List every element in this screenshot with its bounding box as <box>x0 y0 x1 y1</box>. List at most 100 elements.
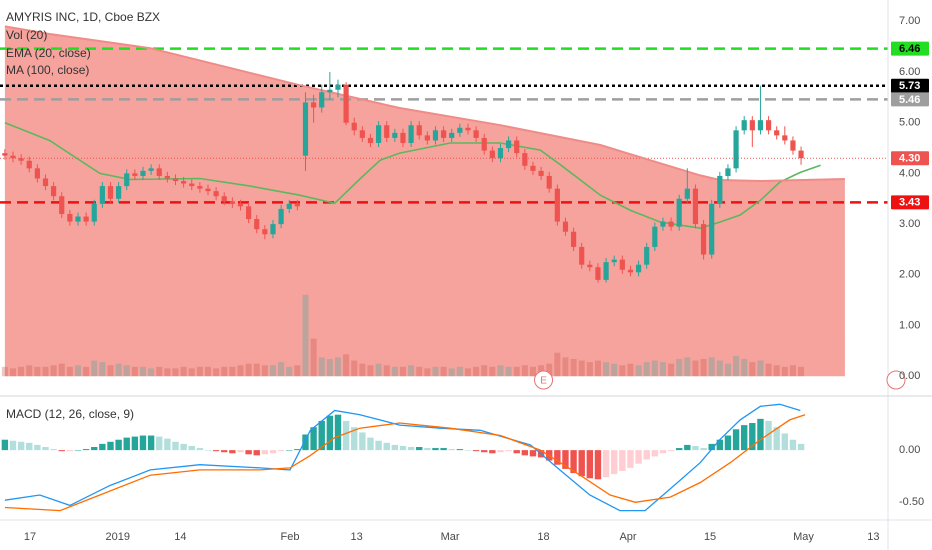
candle-body <box>148 168 154 171</box>
x-tick-label: 15 <box>704 531 716 543</box>
macd-histogram-bar <box>9 440 17 451</box>
candle-body <box>522 153 528 166</box>
candle-body <box>262 229 268 235</box>
candle-body <box>99 186 105 204</box>
volume-bar <box>529 366 536 377</box>
candle-body <box>254 219 260 230</box>
macd-histogram-bar <box>261 450 269 455</box>
macd-histogram-bar <box>667 450 675 452</box>
plot-layer: E <box>0 25 888 512</box>
volume-bar <box>716 360 723 377</box>
candle-body <box>684 188 690 199</box>
candle-body <box>757 120 764 131</box>
macd-histogram-bar <box>359 432 366 451</box>
volume-bar <box>570 358 577 377</box>
candle-body <box>246 206 252 220</box>
volume-bar <box>757 360 764 377</box>
macd-tick-label: -0.50 <box>899 496 924 508</box>
level-label-box <box>891 92 929 107</box>
volume-bar <box>700 358 707 377</box>
macd-histogram-bar <box>188 445 195 451</box>
candle-body <box>562 221 569 232</box>
volume-bar <box>481 365 488 377</box>
volume-bar <box>513 366 520 377</box>
volume-bar <box>229 366 236 377</box>
candle-body <box>424 135 430 141</box>
volume-bar <box>692 360 699 377</box>
macd-histogram-bar <box>562 450 569 469</box>
candle-body <box>635 264 642 273</box>
macd-histogram-bar <box>749 423 756 451</box>
y-tick-label: 1.00 <box>899 319 920 331</box>
level-label-box <box>891 41 929 56</box>
candle-body <box>335 84 341 90</box>
candle-body <box>197 186 203 189</box>
candle-body <box>790 140 796 151</box>
macd-histogram-bar <box>334 414 342 451</box>
candle-body <box>579 246 585 265</box>
macd-histogram-bar <box>773 427 780 451</box>
volume-bar <box>676 358 683 377</box>
volume-bar <box>66 366 73 377</box>
candle-body <box>189 183 195 187</box>
volume-bar <box>765 363 772 377</box>
candle-body <box>164 175 170 179</box>
macd-tick-label: 0.00 <box>899 444 920 456</box>
candle-body <box>416 125 422 136</box>
macd-histogram-bar <box>221 450 228 453</box>
macd-histogram-bar <box>277 450 285 452</box>
volume-bar <box>798 366 805 377</box>
candle-body <box>351 122 357 131</box>
macd-histogram-bar <box>594 450 602 480</box>
chart-title: AMYRIS INC, 1D, Cboe BZX <box>6 10 160 24</box>
candle-body <box>717 175 723 204</box>
volume-bar <box>456 366 463 377</box>
x-tick-label: Mar <box>441 531 460 543</box>
macd-histogram-bar <box>310 427 317 451</box>
candle-body <box>798 150 804 159</box>
x-tick-label: Apr <box>619 531 636 543</box>
candle-body <box>384 125 390 138</box>
candle-body <box>67 213 73 222</box>
candle-body <box>375 125 382 143</box>
macd-histogram-bar <box>505 450 512 452</box>
macd-histogram-bar <box>651 450 659 457</box>
candle-body <box>286 203 292 209</box>
volume-bar <box>749 362 756 377</box>
volume-bar <box>74 365 81 377</box>
y-tick-label: 6.00 <box>899 66 920 78</box>
macd-histogram-bar <box>253 450 260 456</box>
macd-histogram-bar <box>757 418 764 451</box>
macd-histogram-bar <box>765 420 772 451</box>
macd-histogram-bar <box>212 450 220 452</box>
signal-line <box>4 414 806 512</box>
candle-body <box>205 188 211 192</box>
y-tick-label: 5.00 <box>899 117 920 129</box>
volume-bar <box>789 365 796 377</box>
candle-body <box>473 130 479 138</box>
volume-bar <box>188 368 195 377</box>
volume-bar <box>318 357 325 377</box>
volume-bar <box>643 362 650 377</box>
volume-bar <box>326 358 333 377</box>
candle-body <box>51 186 57 197</box>
macd-histogram-bar <box>375 440 382 451</box>
macd-histogram-bar <box>440 448 447 451</box>
volume-bar <box>546 363 553 377</box>
candle-body <box>107 186 114 199</box>
candle-body <box>116 186 122 199</box>
event-marker-edge <box>886 370 906 390</box>
macd-histogram-bar <box>74 450 82 451</box>
candle-body <box>660 221 666 227</box>
volume-bar <box>278 362 285 377</box>
candle-body <box>2 153 8 156</box>
x-tick-label: 13 <box>351 531 363 543</box>
candle-body <box>156 168 162 176</box>
candle-body <box>327 89 333 93</box>
candle-body <box>546 175 552 189</box>
macd-histogram-bar <box>17 441 25 451</box>
x-tick-label: 2019 <box>106 531 130 543</box>
volume-bar <box>123 365 130 377</box>
volume-bar <box>586 362 593 377</box>
macd-histogram-bar <box>724 435 732 451</box>
